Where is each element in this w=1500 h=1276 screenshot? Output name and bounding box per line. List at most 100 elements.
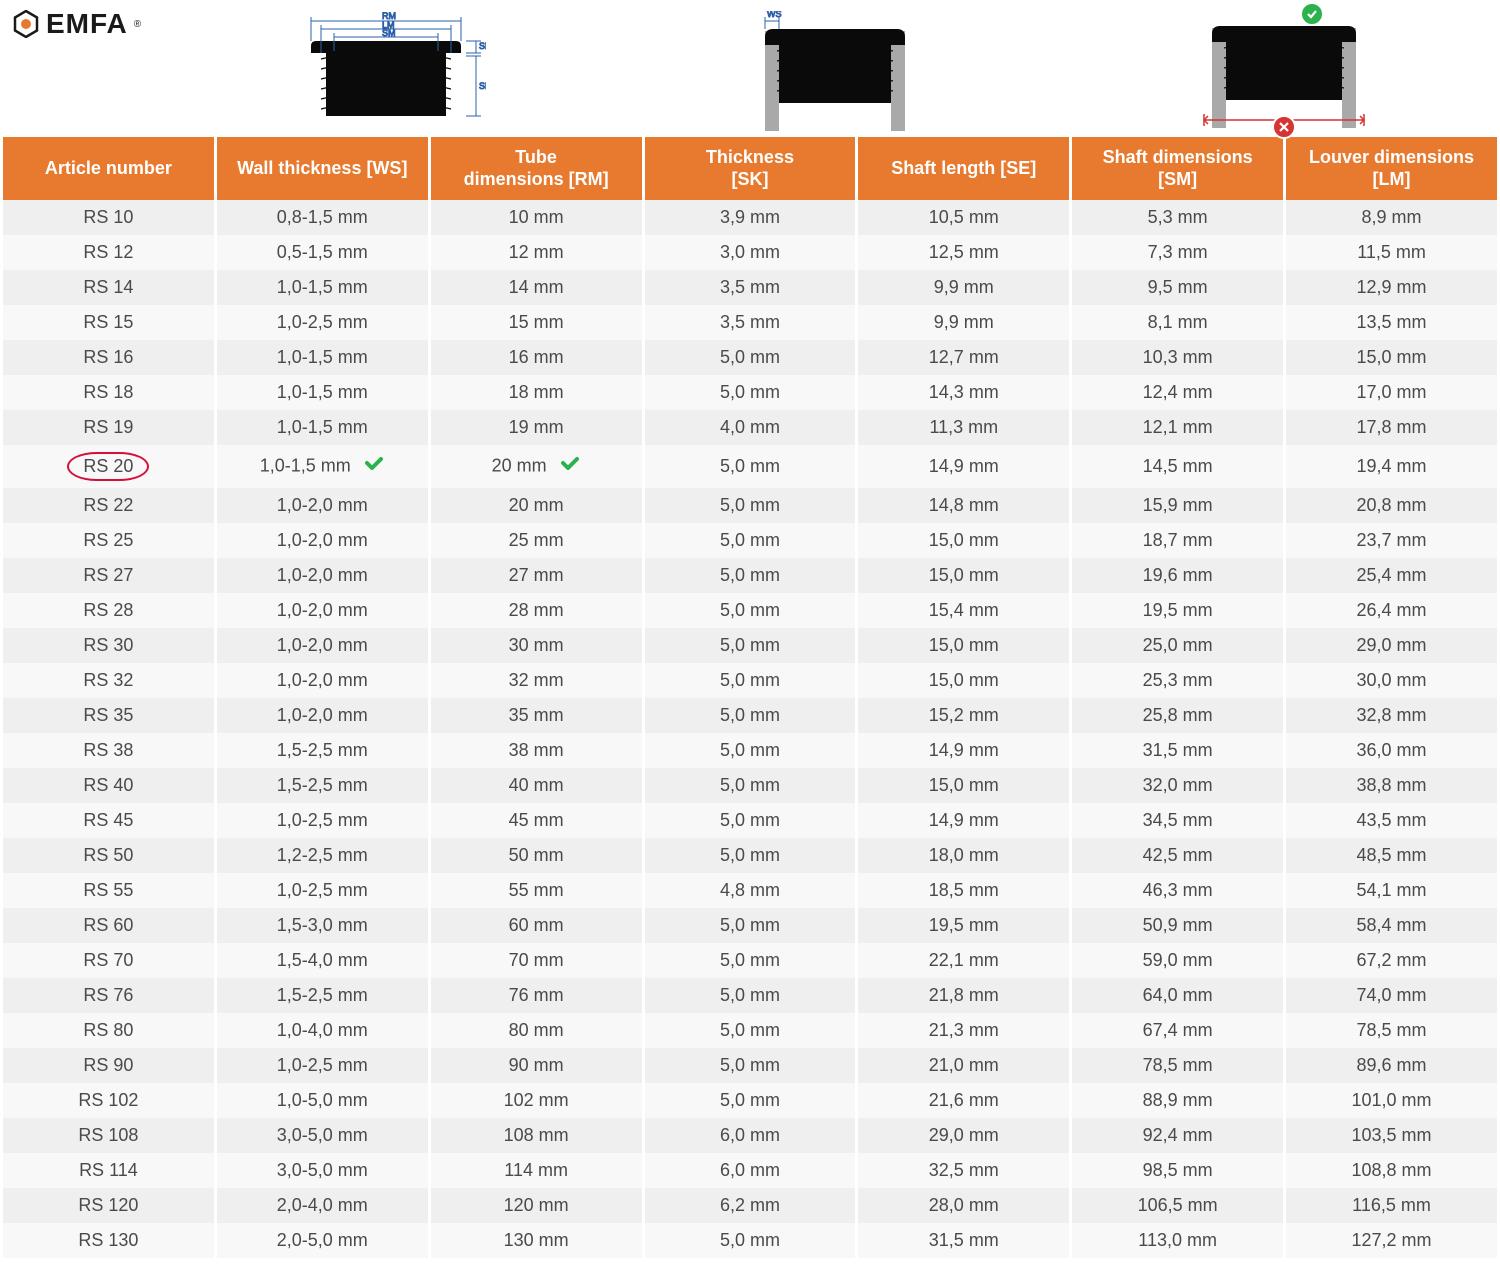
table-cell: 21,0 mm: [858, 1048, 1069, 1083]
check-icon: [363, 453, 385, 480]
table-cell: RS 80: [3, 1013, 214, 1048]
table-cell: 15,0 mm: [858, 628, 1069, 663]
table-cell: 1,0-5,0 mm: [217, 1083, 428, 1118]
svg-text:SM: SM: [382, 28, 396, 38]
table-cell: 108 mm: [431, 1118, 642, 1153]
table-cell: 32,0 mm: [1072, 768, 1283, 803]
table-cell: 6,0 mm: [645, 1118, 856, 1153]
table-cell: 31,5 mm: [858, 1223, 1069, 1258]
logo-text: EMFA: [46, 8, 128, 40]
table-cell: 9,5 mm: [1072, 270, 1283, 305]
table-cell: RS 30: [3, 628, 214, 663]
table-cell: RS 25: [3, 523, 214, 558]
table-cell: 3,0-5,0 mm: [217, 1118, 428, 1153]
table-cell: 5,0 mm: [645, 340, 856, 375]
table-cell: 5,0 mm: [645, 943, 856, 978]
table-cell: 35 mm: [431, 698, 642, 733]
table-cell: 18 mm: [431, 375, 642, 410]
logo-trademark: ®: [134, 19, 142, 30]
table-cell: 1,0-2,0 mm: [217, 698, 428, 733]
table-cell: 29,0 mm: [858, 1118, 1069, 1153]
table-cell: 106,5 mm: [1072, 1188, 1283, 1223]
table-cell: 14 mm: [431, 270, 642, 305]
column-header: Louver dimensions [LM]: [1286, 137, 1497, 200]
table-cell: 15,0 mm: [858, 558, 1069, 593]
table-cell: RS 108: [3, 1118, 214, 1153]
svg-text:WS: WS: [767, 11, 782, 19]
table-cell: 64,0 mm: [1072, 978, 1283, 1013]
table-cell: 12,1 mm: [1072, 410, 1283, 445]
table-row: RS 151,0-2,5 mm15 mm3,5 mm9,9 mm8,1 mm13…: [3, 305, 1497, 340]
table-cell: 5,0 mm: [645, 698, 856, 733]
table-cell: 32,5 mm: [858, 1153, 1069, 1188]
table-cell: 1,0-2,5 mm: [217, 305, 428, 340]
table-cell: 98,5 mm: [1072, 1153, 1283, 1188]
table-cell: 31,5 mm: [1072, 733, 1283, 768]
table-cell: 17,0 mm: [1286, 375, 1497, 410]
table-cell: 28,0 mm: [858, 1188, 1069, 1223]
table-cell: 5,0 mm: [645, 558, 856, 593]
check-icon: [559, 453, 581, 480]
table-cell: 70 mm: [431, 943, 642, 978]
table-cell: 6,2 mm: [645, 1188, 856, 1223]
table-cell: 5,0 mm: [645, 488, 856, 523]
table-cell: RS 102: [3, 1083, 214, 1118]
table-cell: 19,6 mm: [1072, 558, 1283, 593]
table-cell: 21,8 mm: [858, 978, 1069, 1013]
table-cell: RS 10: [3, 200, 214, 235]
table-cell: 18,0 mm: [858, 838, 1069, 873]
table-cell: 116,5 mm: [1286, 1188, 1497, 1223]
table-cell: RS 18: [3, 375, 214, 410]
table-cell: 43,5 mm: [1286, 803, 1497, 838]
table-cell: 15,4 mm: [858, 593, 1069, 628]
table-cell: 1,0-1,5 mm: [217, 270, 428, 305]
table-cell: 15,0 mm: [1286, 340, 1497, 375]
table-cell: 15,9 mm: [1072, 488, 1283, 523]
table-row: RS 551,0-2,5 mm55 mm4,8 mm18,5 mm46,3 mm…: [3, 873, 1497, 908]
table-cell: RS 45: [3, 803, 214, 838]
table-cell: 19,4 mm: [1286, 445, 1497, 488]
table-cell: 29,0 mm: [1286, 628, 1497, 663]
table-cell: 60 mm: [431, 908, 642, 943]
table-cell: 32 mm: [431, 663, 642, 698]
table-cell: 1,0-2,5 mm: [217, 803, 428, 838]
table-cell: RS 32: [3, 663, 214, 698]
table-cell: 48,5 mm: [1286, 838, 1497, 873]
table-cell: 1,0-2,0 mm: [217, 628, 428, 663]
table-cell: 1,0-1,5 mm: [217, 445, 428, 488]
table-cell: 1,0-4,0 mm: [217, 1013, 428, 1048]
table-cell: 5,0 mm: [645, 1048, 856, 1083]
table-cell: 1,0-2,5 mm: [217, 873, 428, 908]
diagram-tube: WS: [735, 11, 935, 131]
table-row: RS 1021,0-5,0 mm102 mm5,0 mm21,6 mm88,9 …: [3, 1083, 1497, 1118]
table-cell: 19,5 mm: [858, 908, 1069, 943]
table-cell: 17,8 mm: [1286, 410, 1497, 445]
table-cell: 15,0 mm: [858, 523, 1069, 558]
table-row: RS 251,0-2,0 mm25 mm5,0 mm15,0 mm18,7 mm…: [3, 523, 1497, 558]
table-cell: 130 mm: [431, 1223, 642, 1258]
table-cell: RS 15: [3, 305, 214, 340]
table-cell: 45 mm: [431, 803, 642, 838]
table-cell: 102 mm: [431, 1083, 642, 1118]
table-cell: 14,9 mm: [858, 803, 1069, 838]
table-cell: 74,0 mm: [1286, 978, 1497, 1013]
table-cell: 10,5 mm: [858, 200, 1069, 235]
table-row: RS 1143,0-5,0 mm114 mm6,0 mm32,5 mm98,5 …: [3, 1153, 1497, 1188]
table-cell: 18,7 mm: [1072, 523, 1283, 558]
table-cell: 5,0 mm: [645, 523, 856, 558]
table-cell: 12,5 mm: [858, 235, 1069, 270]
header-area: EMFA® RM LM SM SK: [0, 0, 1500, 137]
table-row: RS 321,0-2,0 mm32 mm5,0 mm15,0 mm25,3 mm…: [3, 663, 1497, 698]
table-cell: 55 mm: [431, 873, 642, 908]
table-cell: RS 14: [3, 270, 214, 305]
column-header: Thickness[SK]: [645, 137, 856, 200]
table-cell: 127,2 mm: [1286, 1223, 1497, 1258]
table-cell: 9,9 mm: [858, 270, 1069, 305]
table-cell: 54,1 mm: [1286, 873, 1497, 908]
table-cell: 20 mm: [431, 445, 642, 488]
table-cell: 5,0 mm: [645, 445, 856, 488]
table-cell: 80 mm: [431, 1013, 642, 1048]
table-cell: 1,5-4,0 mm: [217, 943, 428, 978]
highlighted-article: RS 20: [67, 452, 149, 481]
table-row: RS 451,0-2,5 mm45 mm5,0 mm14,9 mm34,5 mm…: [3, 803, 1497, 838]
